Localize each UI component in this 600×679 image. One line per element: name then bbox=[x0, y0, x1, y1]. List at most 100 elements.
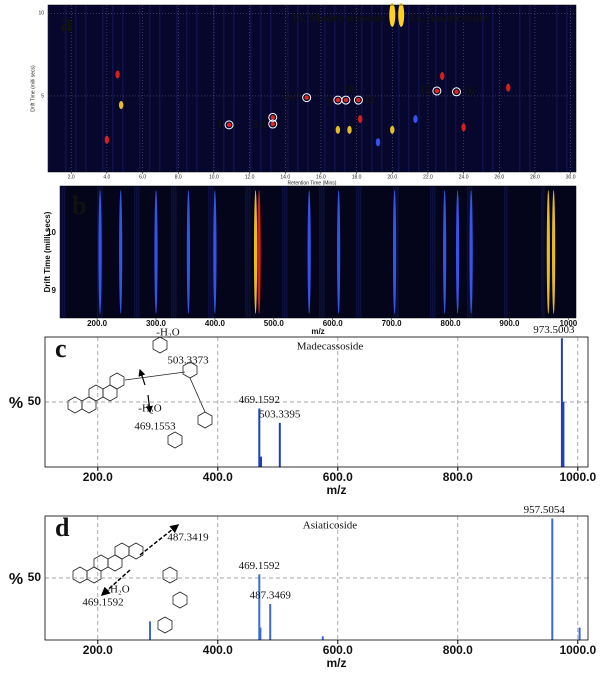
background-streak bbox=[75, 5, 77, 172]
background-streak bbox=[360, 186, 362, 318]
peak-label: 469.1592 bbox=[239, 394, 280, 406]
compound-ring bbox=[432, 86, 442, 96]
background-streak bbox=[60, 186, 62, 318]
background-streak bbox=[136, 186, 138, 318]
background-streak bbox=[64, 186, 66, 318]
background-streak bbox=[324, 5, 326, 172]
spot bbox=[118, 101, 124, 110]
y-axis-label: Drift Time (milli secs) bbox=[43, 211, 52, 292]
background-streak bbox=[482, 5, 484, 172]
compound-ring bbox=[451, 87, 461, 97]
spot bbox=[335, 125, 341, 134]
compound-ring bbox=[224, 120, 234, 130]
spot bbox=[552, 190, 556, 314]
background-streak bbox=[358, 186, 360, 318]
panel-b-background bbox=[60, 186, 576, 318]
background-streak bbox=[506, 186, 508, 318]
background-streak bbox=[529, 5, 531, 172]
background-streak bbox=[307, 5, 309, 172]
x-axis-label: m/z bbox=[326, 656, 346, 670]
compound-ring bbox=[353, 95, 363, 105]
spot bbox=[461, 123, 466, 132]
compound-label: 16 bbox=[462, 84, 474, 98]
background-streak bbox=[62, 186, 64, 318]
compound-spot bbox=[270, 115, 275, 120]
spot bbox=[469, 190, 473, 314]
x-tick-label: 600.0 bbox=[323, 319, 344, 328]
background-streak bbox=[445, 5, 447, 172]
background-streak bbox=[504, 186, 506, 318]
compound-label: 6,7 bbox=[286, 89, 301, 103]
y-axis-label: Drift Time (milli secs) bbox=[30, 65, 36, 112]
background-streak bbox=[432, 186, 434, 318]
background-streak bbox=[250, 5, 252, 172]
background-streak bbox=[519, 5, 521, 172]
compound-label: 11 bbox=[364, 92, 375, 106]
background-streak bbox=[247, 186, 249, 318]
background-streak bbox=[65, 5, 67, 172]
x-tick-label: 900.0 bbox=[499, 319, 520, 328]
background-streak bbox=[85, 5, 87, 172]
spot bbox=[98, 190, 102, 314]
background-streak bbox=[434, 186, 436, 318]
background-streak bbox=[208, 186, 210, 318]
compound-spot bbox=[304, 95, 309, 100]
background-streak bbox=[101, 186, 103, 318]
background-streak bbox=[213, 5, 215, 172]
x-tick-label: 20.0 bbox=[387, 174, 397, 180]
background-streak bbox=[223, 5, 225, 172]
spot bbox=[413, 115, 418, 124]
background-streak bbox=[543, 186, 545, 318]
background-streak bbox=[323, 186, 325, 318]
background-streak bbox=[139, 5, 141, 172]
background-streak bbox=[138, 186, 140, 318]
background-streak bbox=[260, 5, 262, 172]
background-streak bbox=[361, 5, 363, 172]
background-streak bbox=[566, 5, 568, 172]
background-streak bbox=[344, 5, 346, 172]
spot bbox=[546, 190, 550, 314]
background-streak bbox=[371, 5, 373, 172]
background-streak bbox=[186, 5, 188, 172]
compound-ring bbox=[341, 95, 351, 105]
background-streak bbox=[435, 5, 437, 172]
background-streak bbox=[134, 186, 136, 318]
background-streak bbox=[492, 5, 494, 172]
compound-spot bbox=[454, 89, 459, 95]
spot bbox=[506, 83, 511, 92]
background-streak bbox=[112, 5, 114, 172]
compound-spot bbox=[335, 97, 341, 103]
spot bbox=[186, 190, 191, 314]
background-streak bbox=[319, 186, 321, 318]
x-tick-label: 12.0 bbox=[245, 174, 255, 180]
peak-label: 973.5003 bbox=[533, 324, 575, 336]
structure-d bbox=[72, 524, 188, 634]
spot bbox=[337, 190, 341, 314]
background-streak bbox=[149, 5, 151, 172]
background-streak bbox=[196, 5, 198, 172]
spot bbox=[347, 125, 352, 134]
spot bbox=[390, 125, 395, 134]
spot bbox=[104, 135, 110, 144]
y-tick-label: 9 bbox=[52, 286, 57, 295]
panel-letter: a bbox=[60, 8, 73, 37]
background-streak bbox=[356, 186, 358, 318]
peak-label: 487.3469 bbox=[250, 590, 292, 602]
spectrum-title: Madecassoside bbox=[297, 341, 364, 353]
spot bbox=[392, 190, 397, 314]
structure-annotation: -H₂O bbox=[138, 403, 161, 415]
x-axis-label: m/z bbox=[326, 483, 346, 497]
spot bbox=[257, 190, 261, 314]
background-streak bbox=[233, 5, 235, 172]
background-streak bbox=[455, 5, 457, 172]
spot bbox=[213, 190, 217, 314]
compound-spot bbox=[226, 122, 232, 128]
y-tick-label: 10 bbox=[47, 228, 56, 237]
structure-c bbox=[67, 336, 213, 449]
background-streak bbox=[287, 5, 289, 172]
y-tick-label: 5 bbox=[41, 93, 44, 99]
background-streak bbox=[270, 5, 272, 172]
structure-annotation: 469.1592 bbox=[82, 597, 123, 609]
x-tick-label: 500.0 bbox=[264, 319, 285, 328]
